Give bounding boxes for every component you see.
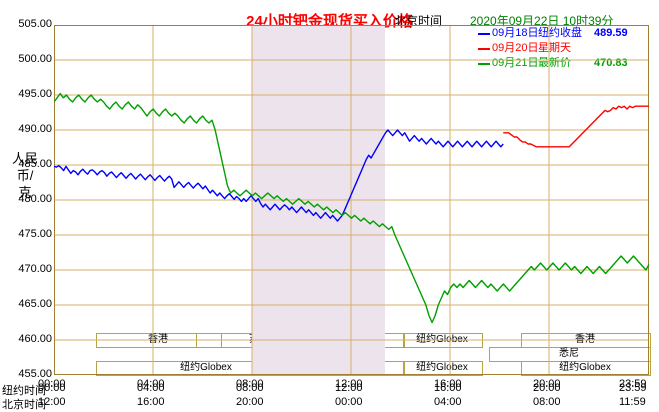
y-tick-label: 455.00 [18,368,52,380]
ny-time-tick: 00:00 [38,382,66,394]
chart-legend: 09月18日 纽约收盘 489.59 09月20日 星期天 09月21日 最新价… [478,26,654,71]
ny-time-tick: 16:00 [434,382,462,394]
x-tick-label: 08:00 [236,378,264,390]
session-bar-label: 纽约Globex [416,362,468,373]
y-tick-label: 460.00 [18,333,52,345]
x-tick-label: 20:00 [533,378,561,390]
ny-time-tick: 20:00 [533,382,561,394]
beijing-time-tick: 16:00 [137,396,165,408]
ny-time-tick: 04:00 [137,382,165,394]
y-tick-label: 475.00 [18,228,52,240]
y-tick-label: 485.00 [18,158,52,170]
session-bar-label: 悉尼 [559,348,579,359]
session-bar [403,361,483,376]
x-tick-label: 16:00 [434,378,462,390]
session-bar [521,361,651,376]
y-tick-label: 470.00 [18,263,52,275]
beijing-time-row-label: 北京时间 [2,399,46,411]
x-tick-label: 04:00 [137,378,165,390]
legend-item: 09月20日 星期天 [478,41,654,56]
ny-time-row-label: 纽约时间 [2,385,46,397]
session-bar-label: 纽约Globex [559,362,611,373]
ny-time-tick: 23:59 [619,382,647,394]
beijing-time-tick: 20:00 [236,396,264,408]
legend-swatch [478,48,490,50]
beijing-time-tick: 11:59 [619,396,646,408]
y-tick-label: 465.00 [18,298,52,310]
x-tick-label: 12:00 [335,378,363,390]
legend-date: 09月18日 [492,27,539,39]
legend-swatch [478,63,490,65]
legend-item: 09月18日 纽约收盘 489.59 [478,26,654,41]
ny-time-tick: 12:00 [335,382,363,394]
y-tick-label: 500.00 [18,53,52,65]
y-tick-label: 490.00 [18,123,52,135]
y-tick-label: 480.00 [18,193,52,205]
x-tick-label: 00:00 [38,378,66,390]
beijing-time-tick: 04:00 [434,396,462,408]
x-tick-label: 23:59 [619,378,647,390]
beijing-time-tick: 08:00 [533,396,561,408]
y-axis-label: 人民币/克 [12,151,39,200]
price-chart [54,25,649,375]
y-tick-label: 495.00 [18,88,52,100]
beijing-time-tick: 00:00 [335,396,363,408]
beijing-time-tick: 12:00 [38,396,66,408]
legend-text: 星期天 [538,42,571,54]
ny-time-tick: 08:00 [236,382,264,394]
session-bar-label: 纽约Globex [180,362,232,373]
legend-date: 09月20日 [492,42,539,54]
y-tick-label: 505.00 [18,18,52,30]
legend-value: 489.59 [594,27,628,39]
legend-swatch [478,33,490,35]
